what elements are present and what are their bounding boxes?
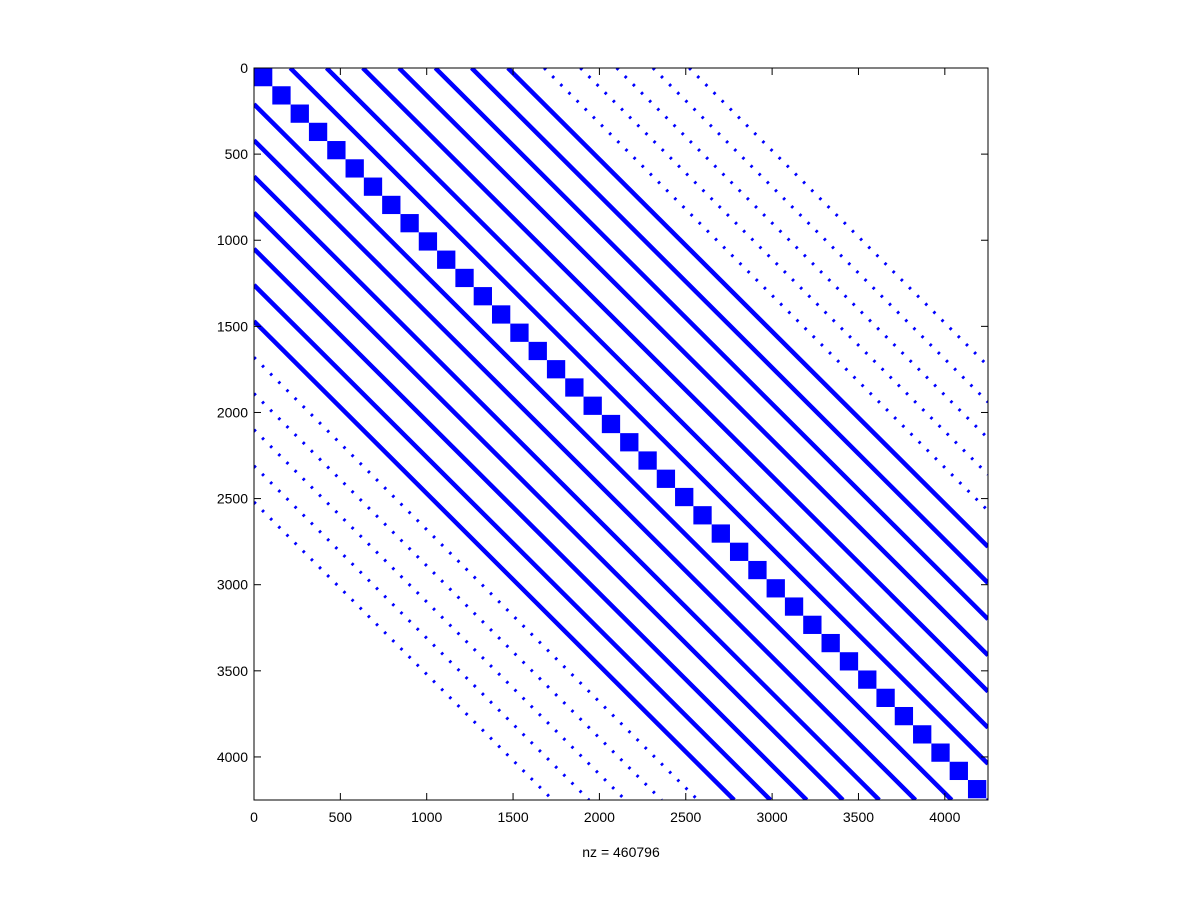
dotted-band xyxy=(579,68,988,476)
diagonal-block xyxy=(711,524,730,543)
diagonal-block xyxy=(254,68,273,87)
diagonal-block xyxy=(601,414,621,434)
solid-band xyxy=(506,68,988,549)
solid-band xyxy=(397,68,988,657)
y-tick-label: 1500 xyxy=(217,318,248,334)
solid-band xyxy=(288,68,988,766)
solid-band xyxy=(324,68,988,730)
y-tick-label: 4000 xyxy=(217,749,248,765)
diagonal-block xyxy=(656,469,676,488)
solid-band xyxy=(254,211,845,800)
diagonal-block xyxy=(620,433,639,452)
diagonal-block xyxy=(327,141,346,160)
diagonal-block xyxy=(363,177,383,196)
y-tick-label: 2500 xyxy=(217,491,248,507)
x-tick-label: 2500 xyxy=(670,809,701,825)
y-tick-label: 500 xyxy=(225,146,249,162)
diagonal-block xyxy=(839,652,859,671)
y-tick-label: 3000 xyxy=(217,577,248,593)
dotted-band xyxy=(543,68,988,512)
diagonal-block xyxy=(913,725,932,744)
diagonal-block xyxy=(491,305,511,324)
diagonal-block xyxy=(345,159,364,178)
dotted-band xyxy=(254,392,663,800)
x-tick-label: 4000 xyxy=(929,809,960,825)
y-tick-label: 0 xyxy=(240,60,248,76)
diagonal-block xyxy=(766,579,785,598)
diagonal-block xyxy=(546,360,566,379)
diagonal-block xyxy=(931,743,950,762)
y-tick-label: 3500 xyxy=(217,663,248,679)
diagonal-block xyxy=(967,780,987,799)
dotted-band xyxy=(254,356,699,800)
diagonal-block xyxy=(583,396,602,415)
diagonal-block xyxy=(949,761,968,781)
dotted-band xyxy=(254,464,591,800)
x-tick-label: 500 xyxy=(329,809,353,825)
y-tick-label: 2000 xyxy=(217,404,248,420)
diagonal-block xyxy=(748,560,767,580)
diagonal-block xyxy=(382,195,401,215)
dotted-band xyxy=(651,68,988,404)
x-axis-label: nz = 460796 xyxy=(582,844,660,860)
dotted-band xyxy=(254,428,627,800)
dotted-band xyxy=(615,68,988,440)
diagonal-block xyxy=(455,268,474,288)
diagonal-block xyxy=(729,542,749,561)
diagonal-block xyxy=(803,615,822,634)
x-tick-label: 1500 xyxy=(497,809,528,825)
y-tick-label: 1000 xyxy=(217,232,248,248)
solid-band xyxy=(254,283,772,800)
solid-band xyxy=(470,68,988,585)
diagonal-block xyxy=(858,670,877,689)
x-tick-label: 3000 xyxy=(757,809,788,825)
solid-band xyxy=(433,68,988,621)
diagonal-block xyxy=(528,341,547,361)
diagonal-block xyxy=(290,104,309,123)
x-tick-label: 3500 xyxy=(843,809,874,825)
dotted-band xyxy=(688,68,988,368)
diagonal-block xyxy=(693,506,712,525)
diagonal-block xyxy=(675,487,694,507)
solid-band xyxy=(361,68,988,694)
diagonal-block xyxy=(400,214,419,233)
x-tick-label: 2000 xyxy=(584,809,615,825)
diagonal-block xyxy=(894,706,914,726)
diagonal-block xyxy=(272,86,291,105)
diagonal-block xyxy=(308,122,328,142)
diagonal-block xyxy=(821,633,840,653)
dotted-band xyxy=(254,500,554,800)
axes-box xyxy=(253,67,989,801)
diagonal-block xyxy=(418,232,438,251)
solid-band xyxy=(254,138,918,800)
diagonal-block xyxy=(638,451,657,470)
solid-band xyxy=(254,247,809,800)
diagonal-block xyxy=(784,597,804,616)
plot-area xyxy=(254,68,988,800)
diagonal-block xyxy=(437,250,456,269)
diagonal-block xyxy=(473,287,492,306)
x-tick-label: 0 xyxy=(250,809,258,825)
solid-band xyxy=(254,102,954,800)
diagonal-block xyxy=(986,798,988,800)
solid-band xyxy=(254,319,736,800)
x-tick-label: 1000 xyxy=(411,809,442,825)
solid-band xyxy=(254,174,881,800)
diagonal-block xyxy=(876,688,895,707)
diagonal-block xyxy=(565,378,584,397)
diagonal-block xyxy=(510,323,529,342)
